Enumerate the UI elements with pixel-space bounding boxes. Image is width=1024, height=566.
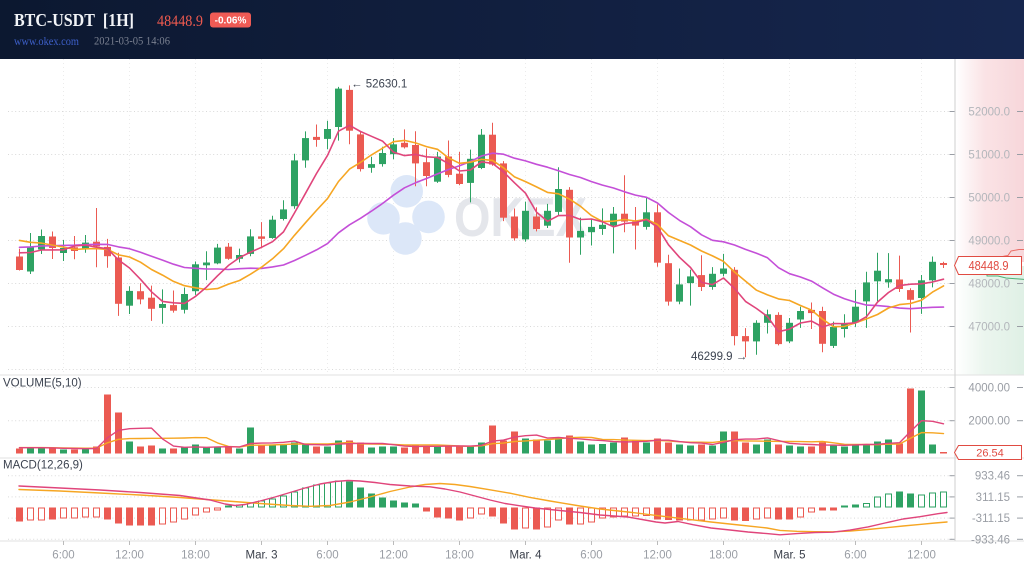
svg-text:← 52630.1: ← 52630.1 xyxy=(351,79,407,91)
svg-text:MACD(12,26,9): MACD(12,26,9) xyxy=(3,460,83,472)
svg-text:6:00: 6:00 xyxy=(52,550,74,562)
svg-text:52000.0: 52000.0 xyxy=(968,107,1010,119)
svg-text:18:00: 18:00 xyxy=(181,550,210,562)
svg-text:26.54: 26.54 xyxy=(976,447,1004,459)
svg-text:6:00: 6:00 xyxy=(844,550,866,562)
svg-text:51000.0: 51000.0 xyxy=(968,150,1010,162)
svg-text:Mar. 4: Mar. 4 xyxy=(510,550,543,562)
svg-text:Mar. 5: Mar. 5 xyxy=(774,550,806,562)
svg-text:311.15: 311.15 xyxy=(976,492,1010,504)
svg-text:-933.46: -933.46 xyxy=(971,534,1010,546)
svg-text:Mar. 3: Mar. 3 xyxy=(246,550,278,562)
svg-text:2021-03-05 14:06: 2021-03-05 14:06 xyxy=(94,34,170,48)
svg-text:48448.9: 48448.9 xyxy=(969,259,1009,273)
svg-text:46299.9 →: 46299.9 → xyxy=(691,351,747,363)
svg-text:50000.0: 50000.0 xyxy=(968,193,1010,205)
svg-text:4000.00: 4000.00 xyxy=(968,383,1010,395)
svg-text:6:00: 6:00 xyxy=(580,550,602,562)
svg-text:12:00: 12:00 xyxy=(907,550,936,562)
svg-text:-311.15: -311.15 xyxy=(972,513,1010,525)
svg-text:48000.0: 48000.0 xyxy=(968,279,1010,291)
svg-text:2000.00: 2000.00 xyxy=(968,416,1010,428)
svg-text:6:00: 6:00 xyxy=(316,550,338,562)
svg-text:12:00: 12:00 xyxy=(115,550,144,562)
svg-text:12:00: 12:00 xyxy=(643,550,672,562)
svg-text:BTC-USDT [1H]: BTC-USDT [1H] xyxy=(14,10,134,30)
svg-text:18:00: 18:00 xyxy=(445,550,474,562)
svg-text:48448.9: 48448.9 xyxy=(157,13,203,30)
svg-text:49000.0: 49000.0 xyxy=(968,236,1010,248)
svg-text:12:00: 12:00 xyxy=(379,550,408,562)
svg-text:-0.06%: -0.06% xyxy=(215,16,247,27)
svg-text:www.okex.com: www.okex.com xyxy=(14,34,80,48)
svg-text:47000.0: 47000.0 xyxy=(968,322,1010,334)
svg-text:18:00: 18:00 xyxy=(709,550,738,562)
svg-text:933.46: 933.46 xyxy=(975,471,1010,483)
svg-text:VOLUME(5,10): VOLUME(5,10) xyxy=(3,378,82,390)
